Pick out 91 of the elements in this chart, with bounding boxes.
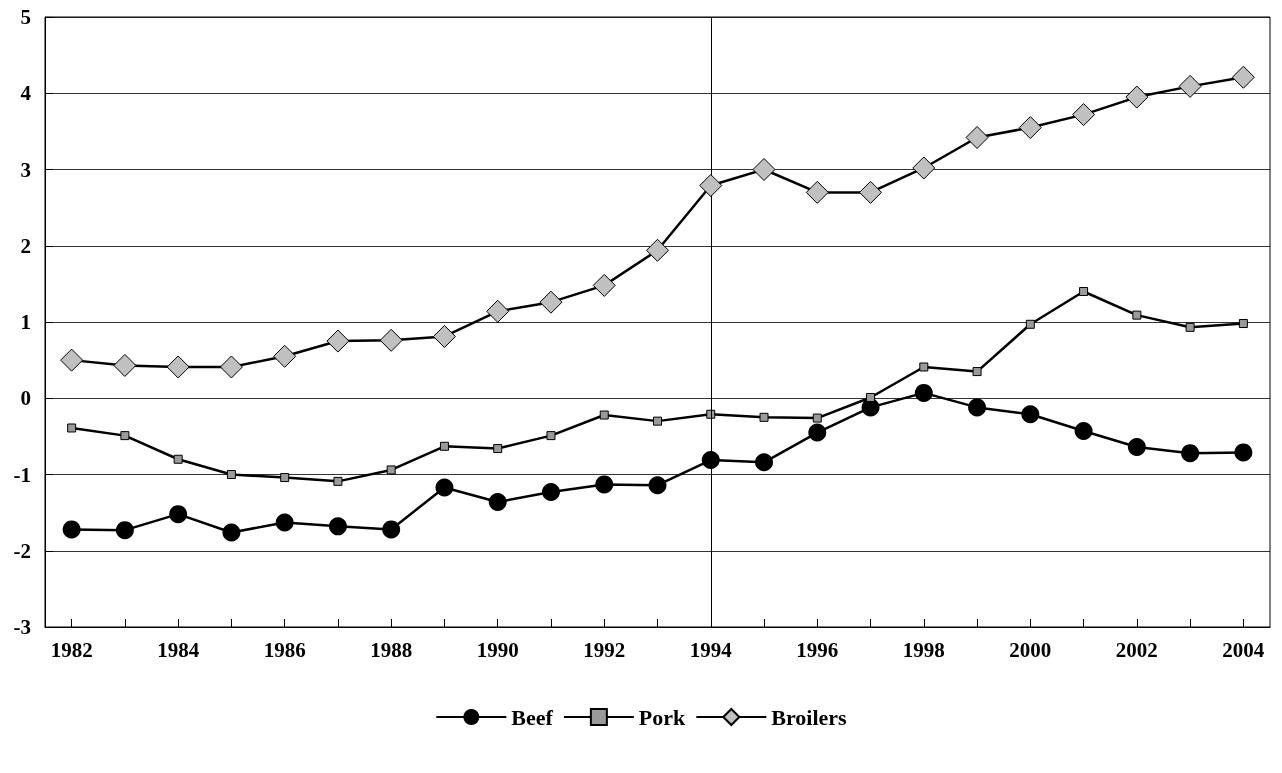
point [488,492,507,511]
point [972,367,982,377]
y-tick-label: 3 [20,157,31,182]
point [968,398,987,417]
point [222,523,241,542]
x-tick-label: 2002 [1115,637,1158,662]
point [805,180,829,204]
point [648,476,667,495]
x-tick-label: 1990 [476,637,519,662]
point [169,505,188,524]
point [914,383,933,402]
point [595,475,614,494]
y-tick-label: 2 [20,233,31,258]
point [67,423,77,433]
y-tick-label: 5 [20,5,31,29]
point [701,451,720,470]
y-tick-label: 1 [20,310,31,334]
point [599,410,609,420]
point [1132,310,1142,320]
point [432,324,456,348]
x-tick-label: 1982 [50,637,93,662]
point [166,355,190,379]
point [755,453,774,472]
point [808,423,827,442]
point [1185,322,1195,332]
point [546,431,556,441]
x-tick-label: 1998 [902,637,945,662]
point [1181,444,1200,463]
point [1231,65,1255,89]
point [382,520,401,539]
point [965,125,989,149]
x-tick-label: 1986 [263,637,306,662]
point [1074,422,1093,441]
point [120,431,130,441]
point [1238,319,1248,329]
point [326,329,350,353]
y-tick-label: 4 [20,81,32,106]
x-tick-label: 1992 [583,637,626,662]
point [1178,74,1202,98]
point [60,348,84,372]
y-tick-label: -2 [13,538,31,563]
point [542,483,560,502]
point [333,476,343,486]
point [1079,287,1089,296]
point [1234,443,1253,462]
y-tick-label: -3 [13,615,31,639]
point [653,416,662,426]
point [493,444,503,454]
point [912,156,936,180]
point [280,473,290,483]
x-tick-label: 1984 [157,637,200,662]
point [812,413,822,423]
x-tick-label: 2000 [1009,637,1052,662]
point [219,355,243,379]
x-tick-label: 1994 [689,637,733,662]
point [539,290,563,314]
point [1018,116,1042,140]
point [115,521,134,540]
point [486,299,510,323]
x-tick-label: 1996 [796,637,839,662]
point [173,454,183,464]
point [919,362,929,372]
point [1021,405,1040,424]
point [592,273,616,297]
x-tick-label: 2004 [1222,637,1265,662]
point [866,392,876,402]
point [275,513,294,532]
point [435,478,454,497]
point [752,158,776,181]
point [1125,85,1149,109]
point [273,344,297,368]
point [759,412,769,422]
legend-label: Broilers [771,704,848,730]
point [386,465,396,475]
legend-label: Beef [511,704,554,730]
point [113,353,137,377]
point [379,328,403,352]
point [1072,103,1096,127]
point [646,238,669,262]
point [699,174,723,198]
point [226,470,236,479]
point [859,180,883,204]
x-tick-label: 1988 [370,637,413,662]
point [1127,438,1146,457]
legend-label: Pork [638,704,687,730]
point [439,441,449,451]
y-tick-label: -1 [13,462,31,487]
point [62,520,81,539]
y-tick-label: 0 [20,386,31,411]
point [1025,319,1035,329]
point [328,517,347,536]
